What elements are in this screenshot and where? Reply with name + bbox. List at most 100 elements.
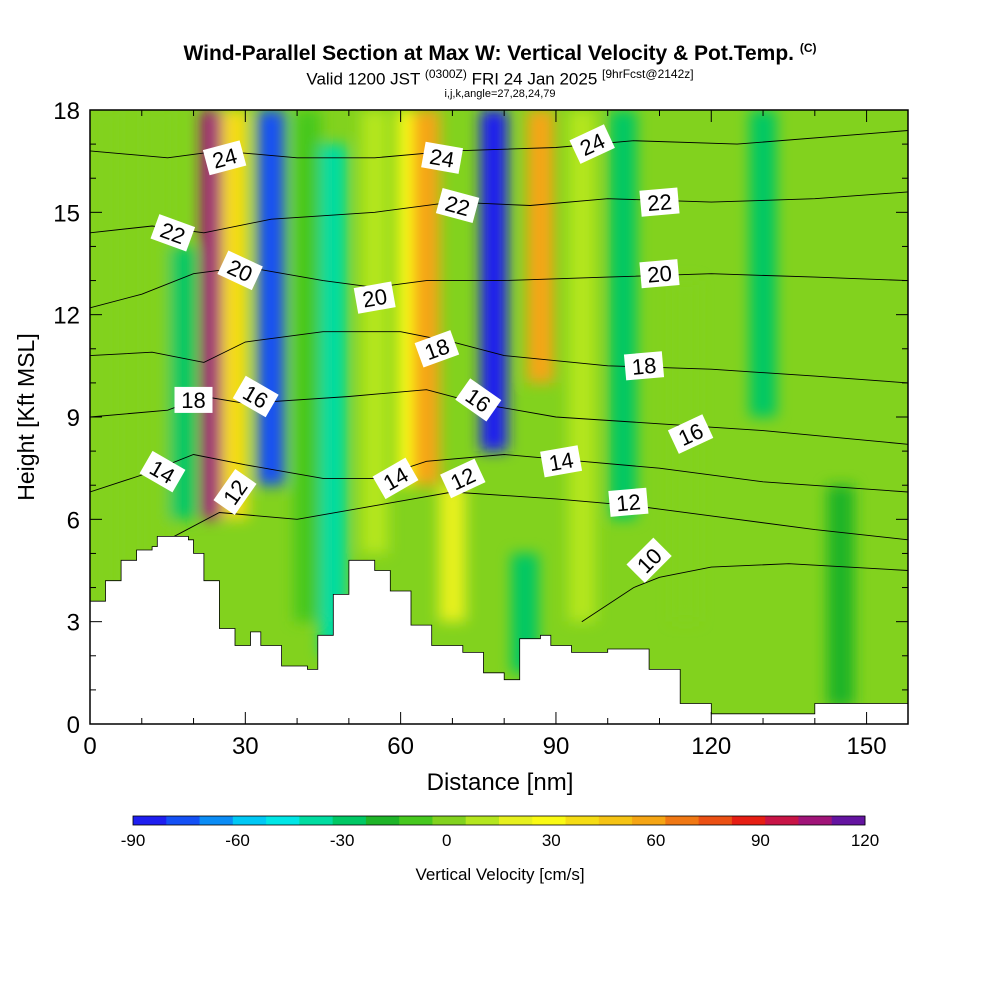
y-tick-label: 12 [53, 303, 80, 330]
velocity-band [609, 110, 637, 520]
terrain [90, 536, 908, 724]
contour-label: 18 [174, 386, 213, 413]
y-tick-label: 18 [53, 98, 80, 125]
contour-label-text: 24 [428, 144, 456, 173]
valid-prefix: Valid 1200 JST [306, 69, 421, 89]
velocity-band [526, 110, 554, 383]
contour-label-box [626, 537, 672, 583]
contour-label-text: 18 [631, 353, 658, 380]
contour-label: 10 [626, 537, 672, 583]
colorbar-swatch [465, 816, 500, 825]
colorbar-swatch [365, 816, 400, 825]
contour-label-box [639, 259, 680, 289]
contour-label-box [372, 457, 419, 500]
colorbar-swatch [166, 816, 201, 825]
contour-label-box [455, 378, 502, 422]
x-tick-label: 30 [232, 733, 259, 760]
velocity-band [319, 144, 347, 656]
velocity-band [413, 110, 440, 486]
velocity-band [257, 110, 285, 486]
y-axis: 0 3 6 9 12 15 18 [53, 98, 908, 739]
contour-label-text: 20 [361, 284, 389, 313]
colorbar-swatch [765, 816, 799, 825]
contour-label: 22 [639, 187, 680, 217]
x-tick-label: 90 [543, 733, 570, 760]
velocity-band [293, 110, 321, 622]
isentrope-12 [167, 491, 908, 541]
contour-label-box [414, 330, 460, 368]
contour-label: 12 [608, 487, 649, 517]
y-tick-label: 9 [67, 405, 80, 432]
colorbar-swatch [499, 816, 533, 825]
isentrope-10 [581, 563, 908, 623]
colorbar-swatch [532, 816, 567, 825]
chart-title: Wind-Parallel Section at Max W: Vertical… [0, 36, 1000, 66]
contour-label-text: 22 [646, 189, 673, 216]
contour-label: 24 [202, 140, 247, 176]
valid-date: FRI 24 Jan 2025 [471, 69, 598, 89]
colorbar-swatch [798, 816, 833, 825]
y-tick-label: 6 [67, 507, 80, 534]
valid-forecast: [9hrFcst@2142z] [602, 67, 694, 81]
colorbar-swatch [632, 816, 666, 825]
velocity-band [438, 485, 466, 622]
contour-label: 22 [435, 188, 480, 223]
contour-label-box [213, 468, 257, 516]
velocity-band [568, 110, 596, 622]
chart-title-tag: (C) [799, 41, 817, 55]
chart-indices: i,j,k,angle=27,28,24,79 [444, 87, 556, 100]
chart-title-text: Wind-Parallel Section at Max W: Vertical… [183, 42, 794, 65]
contour-label: 14 [540, 445, 583, 478]
colorbar-swatch [133, 816, 167, 825]
colorbar-swatch [565, 816, 600, 825]
y-tick-label: 3 [67, 610, 80, 637]
colorbar-swatch [598, 816, 633, 825]
contour-label: 22 [150, 214, 196, 252]
colorbar-swatch [831, 816, 866, 825]
velocity-band [671, 280, 699, 622]
colorbar-swatch [698, 816, 733, 825]
y-tick-label: 15 [53, 200, 80, 227]
contour-label-text: 14 [547, 447, 575, 476]
colorbar-swatch [665, 816, 700, 825]
velocity-band [827, 485, 855, 707]
valid-zulu: (0300Z) [424, 67, 467, 81]
colorbar-tick-label: 60 [646, 831, 665, 850]
contour-label-box [540, 445, 583, 478]
contour-label-box [639, 187, 680, 217]
x-tick-label: 0 [83, 733, 96, 760]
x-tick-label: 60 [387, 733, 414, 760]
colorbar-swatch [432, 816, 467, 825]
colorbar-tick-label: -30 [330, 831, 355, 850]
colorbar-tick-label: -60 [225, 831, 250, 850]
velocity-band [221, 110, 249, 520]
title-block: Wind-Parallel Section at Max W: Vertical… [0, 36, 1000, 100]
colorbar-tick-label: 120 [851, 831, 879, 850]
x-axis: 0 30 60 90 120 150 [83, 110, 887, 760]
contour-label-box [232, 375, 279, 418]
contour-label-box [150, 214, 196, 252]
colorbar-swatch [266, 816, 300, 825]
contour-label-text: 20 [646, 261, 673, 288]
contour-label-box [353, 281, 396, 314]
contour-label-text: 18 [181, 388, 205, 413]
contour-label-box [667, 414, 714, 454]
colorbar: -90 -60 -30 0 30 60 90 120 [121, 815, 879, 850]
colorbar-label: Vertical Velocity [cm/s] [415, 865, 584, 884]
contour-label-box [569, 124, 615, 164]
isentrope-18 [90, 331, 908, 384]
contour-label: 16 [667, 414, 714, 454]
contour-label: 18 [623, 351, 665, 381]
contour-label: 24 [421, 141, 464, 174]
y-tick-label: 0 [67, 712, 80, 739]
contour-label-box [608, 487, 649, 517]
colorbar-tick-label: -90 [121, 831, 146, 850]
isentrope-20 [90, 266, 908, 309]
contour-label-text: 12 [615, 489, 642, 516]
colorbar-swatch [399, 816, 433, 825]
x-axis-label: Distance [nm] [427, 769, 574, 796]
contour-label-box [139, 450, 186, 493]
colorbar-swatch [299, 816, 334, 825]
